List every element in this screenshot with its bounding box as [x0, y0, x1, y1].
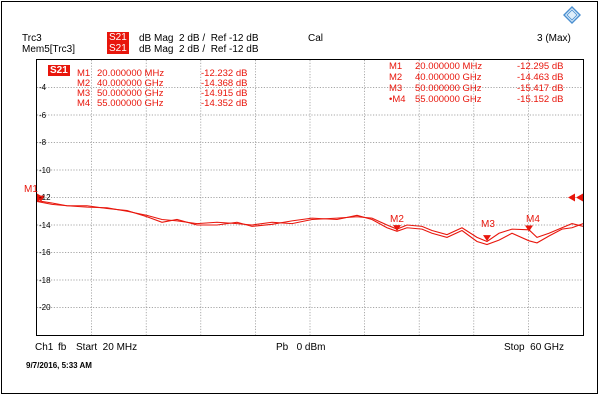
power-level[interactable]: Pb 0 dBm: [276, 342, 326, 353]
marker-m2-symbol: [393, 225, 401, 232]
marker-id: M4: [77, 98, 91, 109]
marker-m4-symbol: [525, 225, 533, 232]
plot-trace-tag[interactable]: S21: [48, 65, 70, 76]
trace-memory: [37, 200, 583, 246]
marker-freq: 20.000000 MHz: [97, 68, 165, 79]
marker-freq: 50.000000 GHz: [415, 83, 482, 94]
y-tick-label: -14: [39, 221, 51, 230]
marker-freq: 40.000000 GHz: [415, 72, 482, 83]
y-tick-label: -8: [39, 138, 47, 147]
marker-label-m4[interactable]: M4: [526, 214, 540, 225]
marker-value: -14.352 dB: [201, 98, 248, 109]
fb-label: fb: [58, 342, 67, 353]
timestamp: 9/7/2016, 5:33 AM: [26, 361, 92, 370]
marker-value: -14.368 dB: [201, 78, 248, 89]
marker-freq: 20.000000 MHz: [415, 61, 483, 72]
ref-level-arrow-right: [576, 193, 583, 202]
marker-label-m1[interactable]: M1: [24, 184, 38, 195]
y-tick-label: -4: [39, 83, 47, 92]
marker-id: M1: [389, 61, 403, 72]
marker-value: -15.152 dB: [517, 94, 564, 105]
marker-freq: 55.000000 GHz: [97, 98, 164, 109]
memory-trace-tag[interactable]: S21: [107, 43, 129, 54]
marker-label-m3[interactable]: M3: [481, 219, 495, 230]
start-frequency[interactable]: Start 20 MHz: [76, 342, 138, 353]
marker-id: M2: [77, 78, 91, 89]
y-tick-label: -20: [39, 303, 51, 312]
window-label: 3 (Max): [537, 33, 571, 44]
y-tick-label: -18: [39, 276, 51, 285]
marker-freq: 55.000000 GHz: [415, 94, 482, 105]
marker-value: -14.915 dB: [201, 88, 248, 99]
ref-level-arrow-left: [37, 193, 44, 202]
trace-format: dB Mag 2 dB / Ref -12 dB: [139, 33, 259, 44]
ref-level-arrow-right-2: [568, 193, 575, 202]
y-tick-label: -6: [39, 111, 47, 120]
marker-id: M1: [77, 68, 91, 79]
marker-value: -12.232 dB: [201, 68, 248, 79]
trace-graph: [37, 60, 583, 335]
marker-id: M3: [389, 83, 403, 94]
marker-id: •M4: [389, 94, 406, 105]
marker-m3-symbol: [483, 235, 491, 242]
marker-id: M2: [389, 72, 403, 83]
marker-label-m2[interactable]: M2: [390, 214, 404, 225]
marker-freq: 40.000000 GHz: [97, 78, 164, 89]
stop-frequency[interactable]: Stop 60 GHz: [504, 342, 565, 353]
marker-value: -14.463 dB: [517, 72, 564, 83]
y-tick-label: -10: [39, 166, 51, 175]
marker-id: M3: [77, 88, 91, 99]
trace-plot-area[interactable]: S21 M1 20.000000 MHz -12.232 dB M2 40.00…: [24, 59, 584, 336]
memory-trace-format: dB Mag 2 dB / Ref -12 dB: [139, 44, 259, 55]
trace-tag[interactable]: S21: [107, 32, 129, 43]
memory-trace-name: Mem5[Trc3]: [22, 44, 75, 55]
trace-name: Trc3: [22, 33, 42, 44]
marker-value: -15.417 dB: [517, 83, 564, 94]
cal-label: Cal: [308, 33, 324, 44]
marker-value: -12.295 dB: [517, 61, 564, 72]
marker-freq: 50.000000 GHz: [97, 88, 164, 99]
rohde-schwarz-logo: [563, 6, 581, 29]
channel-label: Ch1: [35, 342, 54, 353]
y-tick-label: -12: [39, 193, 51, 202]
y-tick-label: -16: [39, 248, 51, 257]
